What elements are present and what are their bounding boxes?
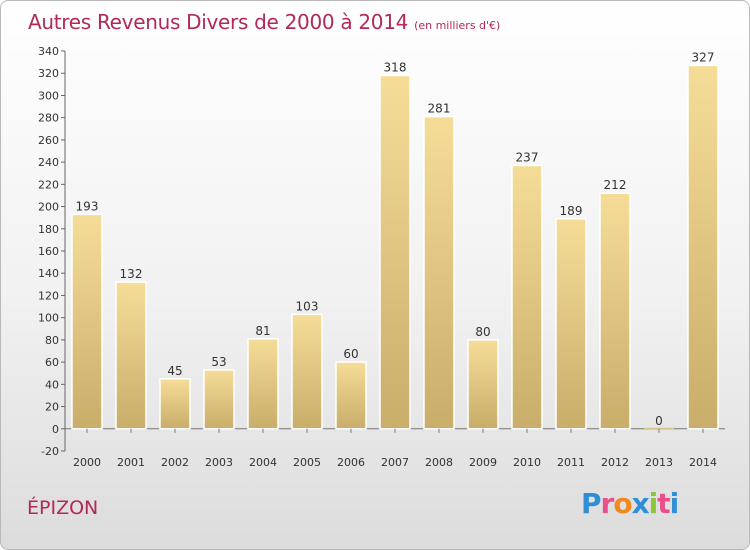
x-tick-label: 2008 [425, 456, 453, 469]
y-tick-label: 60 [45, 356, 59, 369]
data-label: 45 [167, 364, 182, 378]
bar [423, 115, 455, 430]
x-tick-label: 2007 [381, 456, 409, 469]
logo-letter: P [581, 487, 602, 520]
x-tick-label: 2009 [469, 456, 497, 469]
proxiti-logo: Proxiti [581, 487, 680, 520]
bar [71, 213, 103, 430]
data-label: 189 [560, 204, 583, 218]
bar [291, 313, 323, 430]
bar [247, 338, 279, 430]
bar [555, 218, 587, 430]
data-label: 281 [428, 102, 451, 116]
y-tick-label: 340 [38, 45, 59, 58]
y-tick-label: 40 [45, 378, 59, 391]
x-tick-label: 2014 [689, 456, 717, 469]
x-tick-label: 2004 [249, 456, 277, 469]
y-tick-label: 160 [38, 245, 59, 258]
bar [203, 369, 235, 430]
logo-letter: r [600, 487, 615, 520]
logo-letter: x [631, 487, 650, 520]
y-tick-label: 280 [38, 112, 59, 125]
logo-letter: i [648, 487, 659, 520]
y-tick-label: 220 [38, 178, 59, 191]
logo-letter: o [613, 487, 632, 520]
data-label: 132 [120, 267, 143, 281]
bar [599, 192, 631, 430]
y-tick-label: 80 [45, 334, 59, 347]
x-tick-label: 2003 [205, 456, 233, 469]
location-name: ÉPIZON [27, 497, 99, 519]
data-label: 237 [516, 150, 539, 164]
y-tick-label: 120 [38, 289, 59, 302]
logo-letter: t [657, 487, 670, 520]
y-tick-label: 100 [38, 312, 59, 325]
y-tick-label: -20 [41, 445, 59, 458]
data-label: 81 [255, 324, 270, 338]
x-tick-label: 2005 [293, 456, 321, 469]
y-tick-label: 200 [38, 201, 59, 214]
y-tick-label: 260 [38, 134, 59, 147]
bar [687, 64, 719, 430]
x-tick-label: 2001 [117, 456, 145, 469]
chart-title-text: Autres Revenus Divers de 2000 à 2014 [28, 10, 409, 34]
x-tick-label: 2013 [645, 456, 673, 469]
data-label: 318 [384, 60, 407, 74]
bar [511, 164, 543, 430]
data-label: 80 [475, 325, 490, 339]
y-tick-label: 140 [38, 267, 59, 280]
bar [335, 361, 367, 430]
x-tick-label: 2011 [557, 456, 585, 469]
chart-unit: (en milliers d'€) [414, 19, 501, 32]
logo-letter: i [669, 487, 680, 520]
y-tick-label: 300 [38, 89, 59, 102]
x-tick-label: 2000 [73, 456, 101, 469]
x-tick-label: 2002 [161, 456, 189, 469]
data-label: 53 [211, 355, 226, 369]
bar [159, 378, 191, 430]
x-tick-label: 2012 [601, 456, 629, 469]
bar [467, 339, 499, 430]
data-label: 327 [692, 50, 715, 64]
data-label: 0 [655, 414, 663, 428]
chart-title: Autres Revenus Divers de 2000 à 2014 (en … [28, 10, 500, 34]
data-label: 103 [296, 299, 319, 313]
x-tick-label: 2010 [513, 456, 541, 469]
x-tick-label: 2006 [337, 456, 365, 469]
bar [115, 281, 147, 430]
y-tick-label: 240 [38, 156, 59, 169]
y-tick-label: 320 [38, 67, 59, 80]
data-label: 212 [604, 178, 627, 192]
y-tick-label: 0 [52, 423, 59, 436]
y-tick-label: 20 [45, 401, 59, 414]
bar [379, 74, 411, 430]
y-tick-label: 180 [38, 223, 59, 236]
data-label: 60 [343, 347, 358, 361]
data-label: 193 [76, 199, 99, 213]
